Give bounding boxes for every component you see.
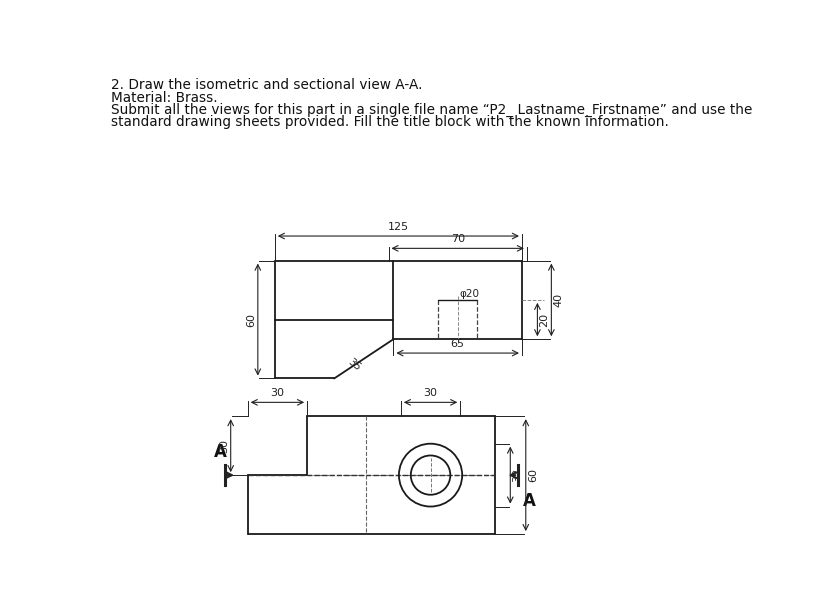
Text: 60: 60 <box>528 468 538 482</box>
Text: Material: Brass.: Material: Brass. <box>110 91 217 104</box>
Text: 40: 40 <box>554 293 564 307</box>
Text: A: A <box>523 492 535 510</box>
Text: 70: 70 <box>451 235 465 245</box>
Text: 20: 20 <box>539 313 549 327</box>
Text: A: A <box>215 443 227 461</box>
Text: Submit all the views for this part in a single file name “P2_ Lastname_Firstname: Submit all the views for this part in a … <box>110 103 752 117</box>
Text: 30: 30 <box>423 389 438 398</box>
Text: 30: 30 <box>219 439 229 452</box>
Text: 65: 65 <box>451 339 465 349</box>
Text: 60: 60 <box>245 313 256 327</box>
Text: 125: 125 <box>387 222 409 232</box>
Text: 32: 32 <box>512 468 522 482</box>
Text: φ20: φ20 <box>459 289 479 299</box>
Text: 35: 35 <box>347 357 362 373</box>
Text: 2. Draw the isometric and sectional view A-A.: 2. Draw the isometric and sectional view… <box>110 78 422 92</box>
Text: 30: 30 <box>271 389 285 398</box>
Text: standard drawing sheets provided. Fill the title block with the known informatio: standard drawing sheets provided. Fill t… <box>110 115 669 129</box>
